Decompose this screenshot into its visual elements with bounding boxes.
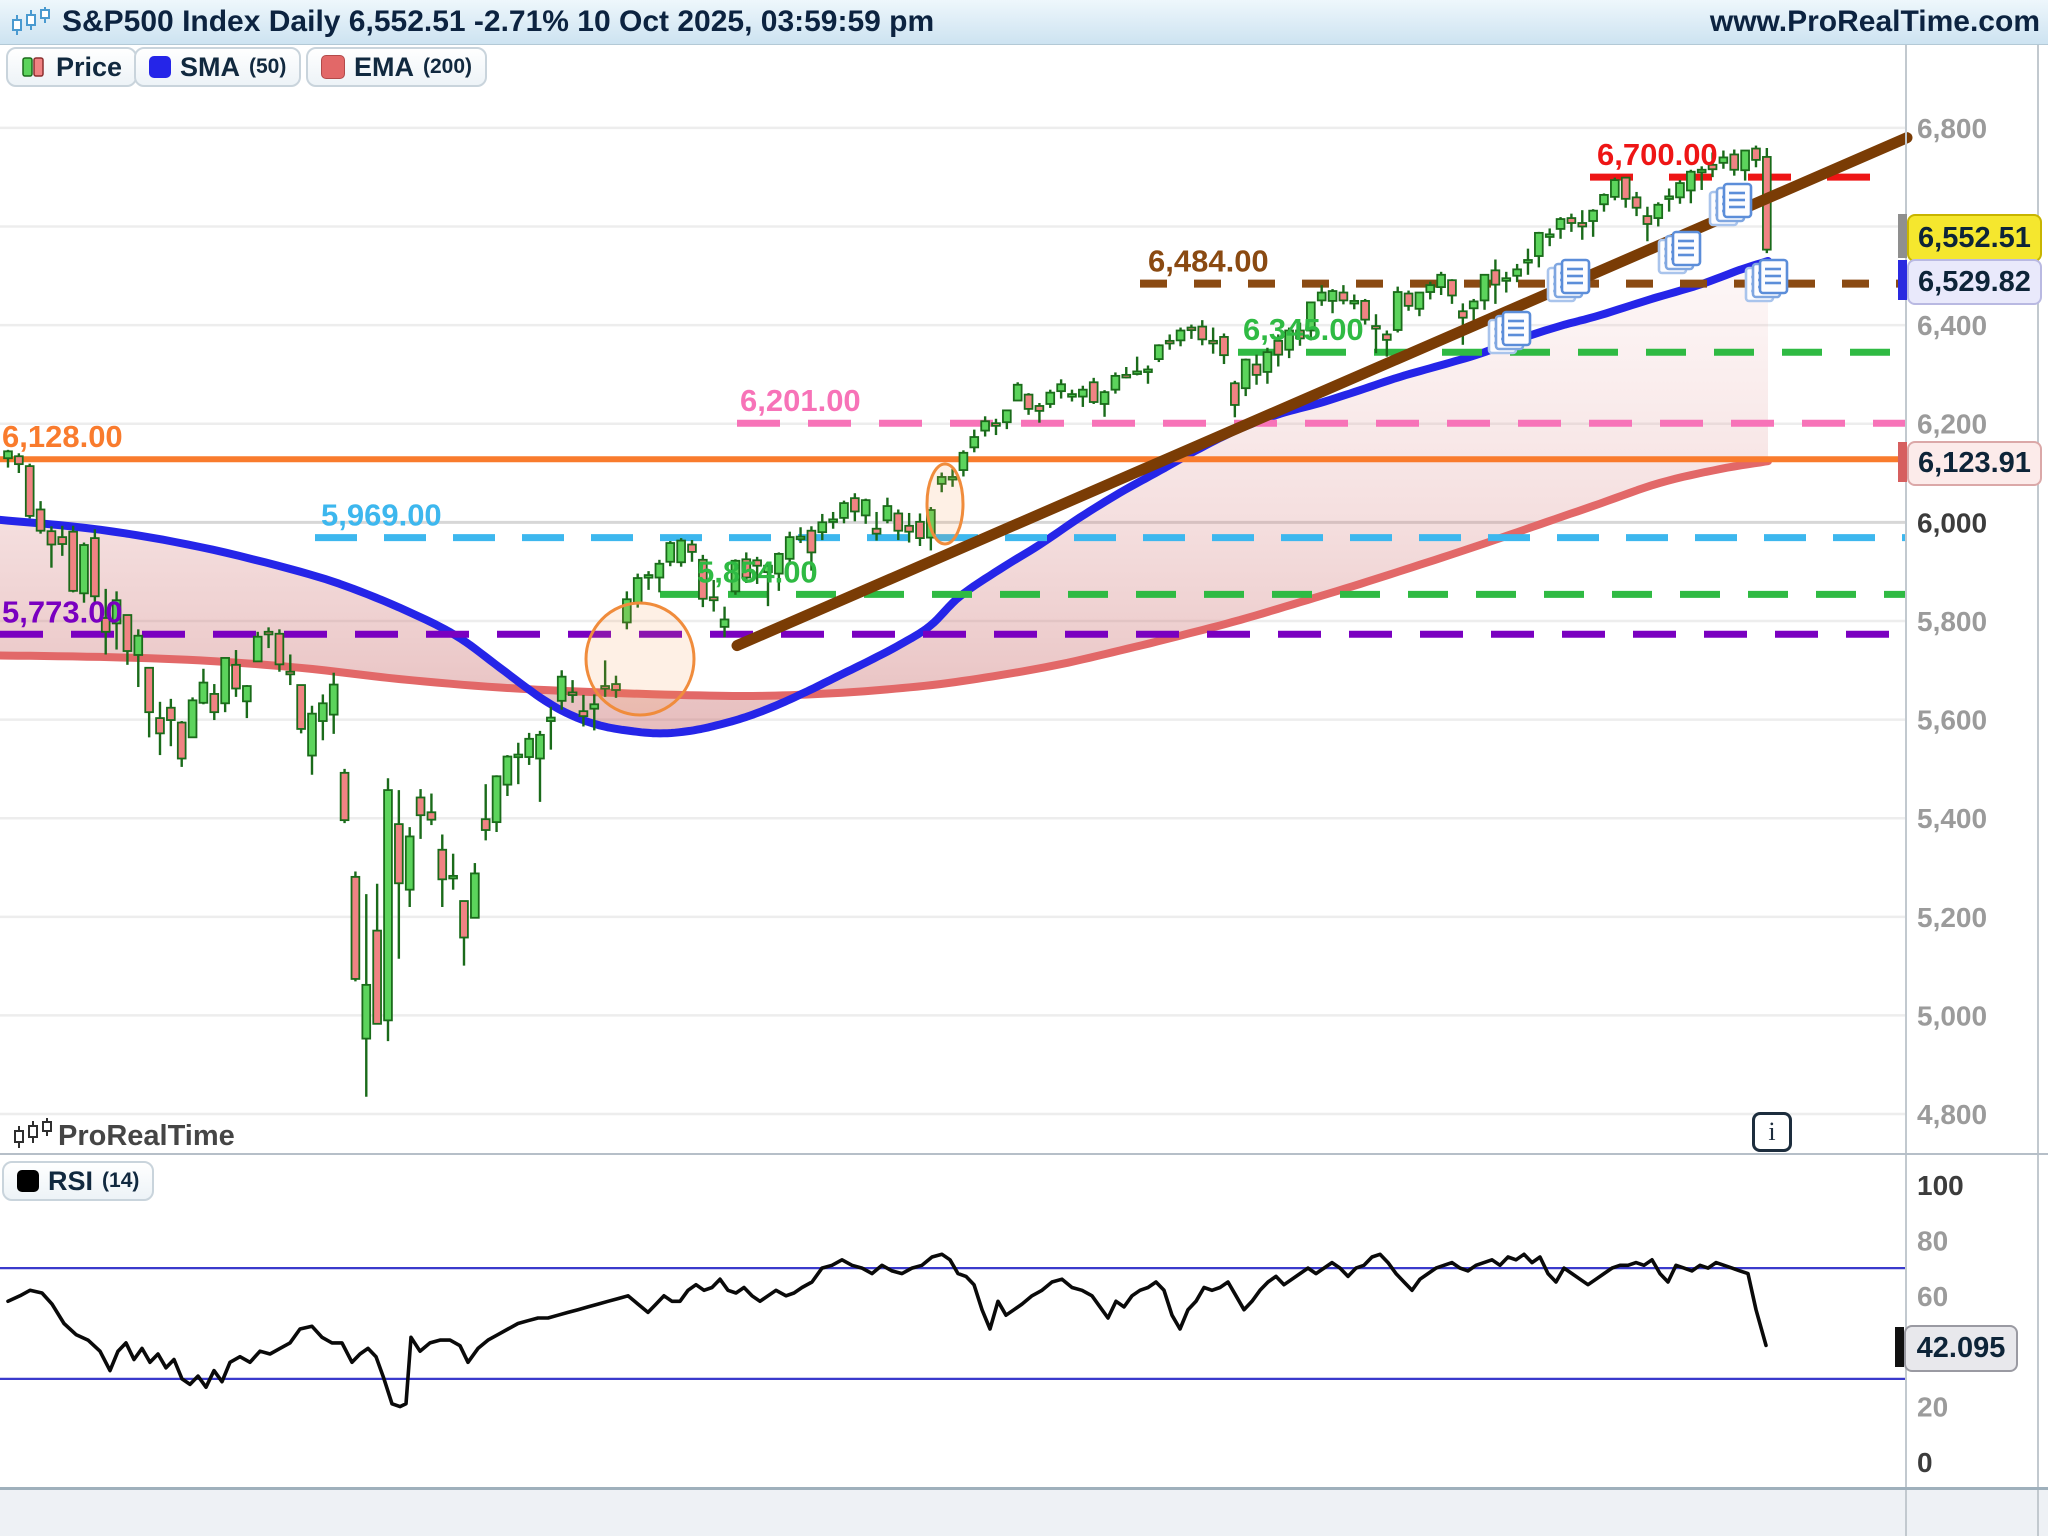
svg-text:5,773.00: 5,773.00 — [2, 594, 123, 629]
legend-sma-period: (50) — [249, 55, 287, 78]
panel-divider[interactable] — [0, 1153, 2048, 1155]
rsi-line — [6, 1252, 1768, 1409]
candlestick-logo-icon — [12, 7, 50, 35]
level-labels: 6,700.00 6,484.00 6,345.00 6,201.00 6,128.00… — [2, 137, 1718, 629]
svg-text:5,200: 5,200 — [1917, 902, 1987, 933]
price-axis-separator — [1905, 44, 1907, 1536]
svg-text:6,700.00: 6,700.00 — [1597, 137, 1718, 172]
svg-text:100: 100 — [1917, 1170, 1964, 1201]
news-document-icon[interactable] — [1708, 182, 1753, 227]
price-levels — [0, 173, 1905, 638]
svg-text:80: 80 — [1917, 1225, 1948, 1256]
svg-text:6,201.00: 6,201.00 — [740, 383, 861, 418]
sma-value-badge: 6,529.82 — [1907, 259, 2042, 305]
rsi-axis-labels: 100 80 60 20 0 — [1917, 1170, 1964, 1478]
news-document-icon[interactable] — [1657, 230, 1702, 275]
svg-text:6,128.00: 6,128.00 — [2, 419, 123, 454]
last-price-tick — [1898, 214, 1907, 258]
legend-sma-label: SMA — [180, 51, 240, 82]
legend-sma-chip[interactable]: SMA (50) — [134, 47, 302, 87]
svg-text:5,000: 5,000 — [1917, 1000, 1987, 1031]
right-edge-separator — [2037, 44, 2039, 1536]
svg-text:20: 20 — [1917, 1392, 1948, 1423]
legend-rsi-label: RSI — [48, 1165, 94, 1196]
price-candles-icon — [22, 57, 44, 77]
ema200-line — [0, 457, 1772, 700]
svg-text:4,800: 4,800 — [1917, 1099, 1987, 1130]
sma-value-tick — [1898, 260, 1907, 300]
news-document-icon[interactable] — [1546, 258, 1591, 303]
legend-price-chip[interactable]: Price — [6, 47, 138, 87]
last-price-badge: 6,552.51 — [1907, 214, 2042, 262]
legend-price-label: Price — [56, 51, 123, 82]
svg-text:6,200: 6,200 — [1917, 409, 1987, 440]
svg-text:6,000: 6,000 — [1917, 507, 1987, 538]
svg-text:5,854.00: 5,854.00 — [697, 554, 818, 589]
ma-cloud — [0, 261, 1768, 734]
svg-text:5,400: 5,400 — [1917, 803, 1987, 834]
time-axis-strip[interactable] — [0, 1490, 2048, 1536]
rsi-value-badge: 42.095 — [1904, 1325, 2018, 1372]
legend-ema-period: (200) — [423, 55, 473, 78]
chart-title: S&P500 Index Daily 6,552.51 -2.71% 10 Oc… — [62, 5, 935, 38]
svg-text:5,969.00: 5,969.00 — [321, 498, 442, 533]
website-link[interactable]: www.ProRealTime.com — [1709, 5, 2040, 38]
time-axis-line — [0, 1487, 2048, 1490]
svg-text:6,345.00: 6,345.00 — [1243, 312, 1364, 347]
svg-text:6,400: 6,400 — [1917, 310, 1987, 341]
svg-text:5,800: 5,800 — [1917, 606, 1987, 637]
svg-text:5,600: 5,600 — [1917, 705, 1987, 736]
svg-text:60: 60 — [1917, 1281, 1948, 1312]
legend-ema-label: EMA — [354, 51, 414, 82]
watermark-candlestick-icon — [14, 1118, 52, 1148]
rsi-level-lines — [0, 1266, 1905, 1381]
watermark-text: ProRealTime — [58, 1120, 235, 1152]
ema-value-badge: 6,123.91 — [1907, 441, 2042, 486]
ellipse-annotations — [584, 462, 965, 717]
legend-ema-chip[interactable]: EMA (200) — [306, 47, 488, 87]
title-bar: S&P500 Index Daily 6,552.51 -2.71% 10 Oc… — [0, 0, 2048, 45]
legend-rsi-period: (14) — [102, 1169, 140, 1192]
rsi-color-icon — [17, 1170, 39, 1192]
svg-text:0: 0 — [1917, 1447, 1933, 1478]
info-button[interactable]: i — [1752, 1112, 1792, 1152]
svg-text:6,484.00: 6,484.00 — [1148, 244, 1269, 279]
price-axis-labels: 6,800 6,400 6,200 6,000 5,800 5,600 5,400 5,200… — [1917, 113, 1987, 1130]
ema-value-tick — [1898, 442, 1907, 482]
sma-color-icon — [149, 56, 171, 78]
news-document-icon[interactable] — [1487, 310, 1532, 355]
rsi-value-tick — [1895, 1327, 1904, 1367]
ema-color-icon — [321, 55, 345, 79]
legend-rsi-chip[interactable]: RSI (14) — [2, 1161, 155, 1201]
news-document-icon[interactable] — [1744, 258, 1789, 303]
svg-text:6,800: 6,800 — [1917, 113, 1987, 144]
news-icons — [1487, 182, 1789, 355]
